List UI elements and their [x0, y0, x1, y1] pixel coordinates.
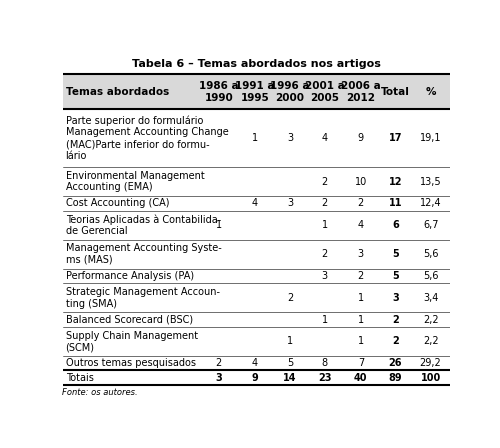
Text: 3: 3: [287, 198, 293, 208]
Text: 3: 3: [392, 293, 398, 303]
Text: 5,6: 5,6: [423, 271, 438, 281]
Text: 1: 1: [322, 220, 328, 230]
Text: Balanced Scorecard (BSC): Balanced Scorecard (BSC): [66, 314, 192, 324]
Text: 3: 3: [216, 373, 222, 383]
Text: 2006 a
2012: 2006 a 2012: [341, 81, 381, 103]
Text: Fonte: os autores.: Fonte: os autores.: [62, 388, 138, 397]
Text: 5,6: 5,6: [423, 249, 438, 259]
Text: 1: 1: [287, 336, 293, 346]
Text: 1: 1: [216, 220, 222, 230]
Text: 2: 2: [392, 336, 398, 346]
Text: 2: 2: [322, 198, 328, 208]
Text: 1: 1: [358, 293, 364, 303]
Text: 26: 26: [388, 358, 402, 368]
Text: 1: 1: [252, 133, 258, 143]
Text: Totais: Totais: [66, 373, 94, 383]
Text: 2001 a
2005: 2001 a 2005: [305, 81, 344, 103]
Text: 4: 4: [252, 198, 258, 208]
Text: 1986 a
1990: 1986 a 1990: [199, 81, 238, 103]
Text: 1: 1: [322, 314, 328, 324]
Text: 1991 a
1995: 1991 a 1995: [236, 81, 275, 103]
Text: Supply Chain Management
(SCM): Supply Chain Management (SCM): [66, 331, 198, 352]
Text: 14: 14: [283, 373, 296, 383]
Text: 11: 11: [388, 198, 402, 208]
Text: Performance Analysis (PA): Performance Analysis (PA): [66, 271, 194, 281]
Text: Teorias Aplicadas à Contabilida-
de Gerencial: Teorias Aplicadas à Contabilida- de Gere…: [66, 214, 221, 236]
Text: 4: 4: [322, 133, 328, 143]
Text: 13,5: 13,5: [420, 177, 442, 186]
Text: 2: 2: [322, 177, 328, 186]
Text: 5: 5: [287, 358, 293, 368]
Text: 5: 5: [392, 271, 398, 281]
Text: 3,4: 3,4: [423, 293, 438, 303]
Text: 4: 4: [358, 220, 364, 230]
Text: 89: 89: [388, 373, 402, 383]
Text: 2: 2: [287, 293, 293, 303]
Text: 2,2: 2,2: [423, 336, 438, 346]
Text: 9: 9: [358, 133, 364, 143]
Text: 2,2: 2,2: [423, 314, 438, 324]
Text: Environmental Management
Accounting (EMA): Environmental Management Accounting (EMA…: [66, 171, 204, 192]
Text: 2: 2: [322, 249, 328, 259]
Text: 2: 2: [392, 314, 398, 324]
Bar: [62, 74, 450, 109]
Text: 12: 12: [388, 177, 402, 186]
Text: Parte superior do formulário
Management Accounting Change
(MAC)Parte inferior do: Parte superior do formulário Management …: [66, 115, 228, 161]
Text: 100: 100: [420, 373, 441, 383]
Text: 40: 40: [354, 373, 368, 383]
Text: Strategic Management Accoun-
ting (SMA): Strategic Management Accoun- ting (SMA): [66, 287, 220, 309]
Text: 4: 4: [252, 358, 258, 368]
Text: 1: 1: [358, 314, 364, 324]
Text: 9: 9: [252, 373, 258, 383]
Text: Cost Accounting (CA): Cost Accounting (CA): [66, 198, 169, 208]
Text: 1: 1: [358, 336, 364, 346]
Text: 2: 2: [358, 198, 364, 208]
Text: Management Accounting Syste-
ms (MAS): Management Accounting Syste- ms (MAS): [66, 243, 222, 265]
Text: 10: 10: [355, 177, 367, 186]
Text: 6,7: 6,7: [423, 220, 438, 230]
Text: 6: 6: [392, 220, 398, 230]
Text: Outros temas pesquisados: Outros temas pesquisados: [66, 358, 196, 368]
Text: 8: 8: [322, 358, 328, 368]
Text: Temas abordados: Temas abordados: [66, 87, 169, 97]
Text: 2: 2: [216, 358, 222, 368]
Text: 23: 23: [318, 373, 332, 383]
Text: 29,2: 29,2: [420, 358, 442, 368]
Text: 7: 7: [358, 358, 364, 368]
Text: 3: 3: [358, 249, 364, 259]
Text: 19,1: 19,1: [420, 133, 442, 143]
Text: %: %: [426, 87, 436, 97]
Text: 3: 3: [287, 133, 293, 143]
Text: 17: 17: [388, 133, 402, 143]
Text: Total: Total: [381, 87, 410, 97]
Text: 5: 5: [392, 249, 398, 259]
Text: Tabela 6 – Temas abordados nos artigos: Tabela 6 – Temas abordados nos artigos: [132, 59, 380, 69]
Text: 2: 2: [358, 271, 364, 281]
Text: 1996 a
2000: 1996 a 2000: [270, 81, 310, 103]
Text: 3: 3: [322, 271, 328, 281]
Text: 12,4: 12,4: [420, 198, 442, 208]
